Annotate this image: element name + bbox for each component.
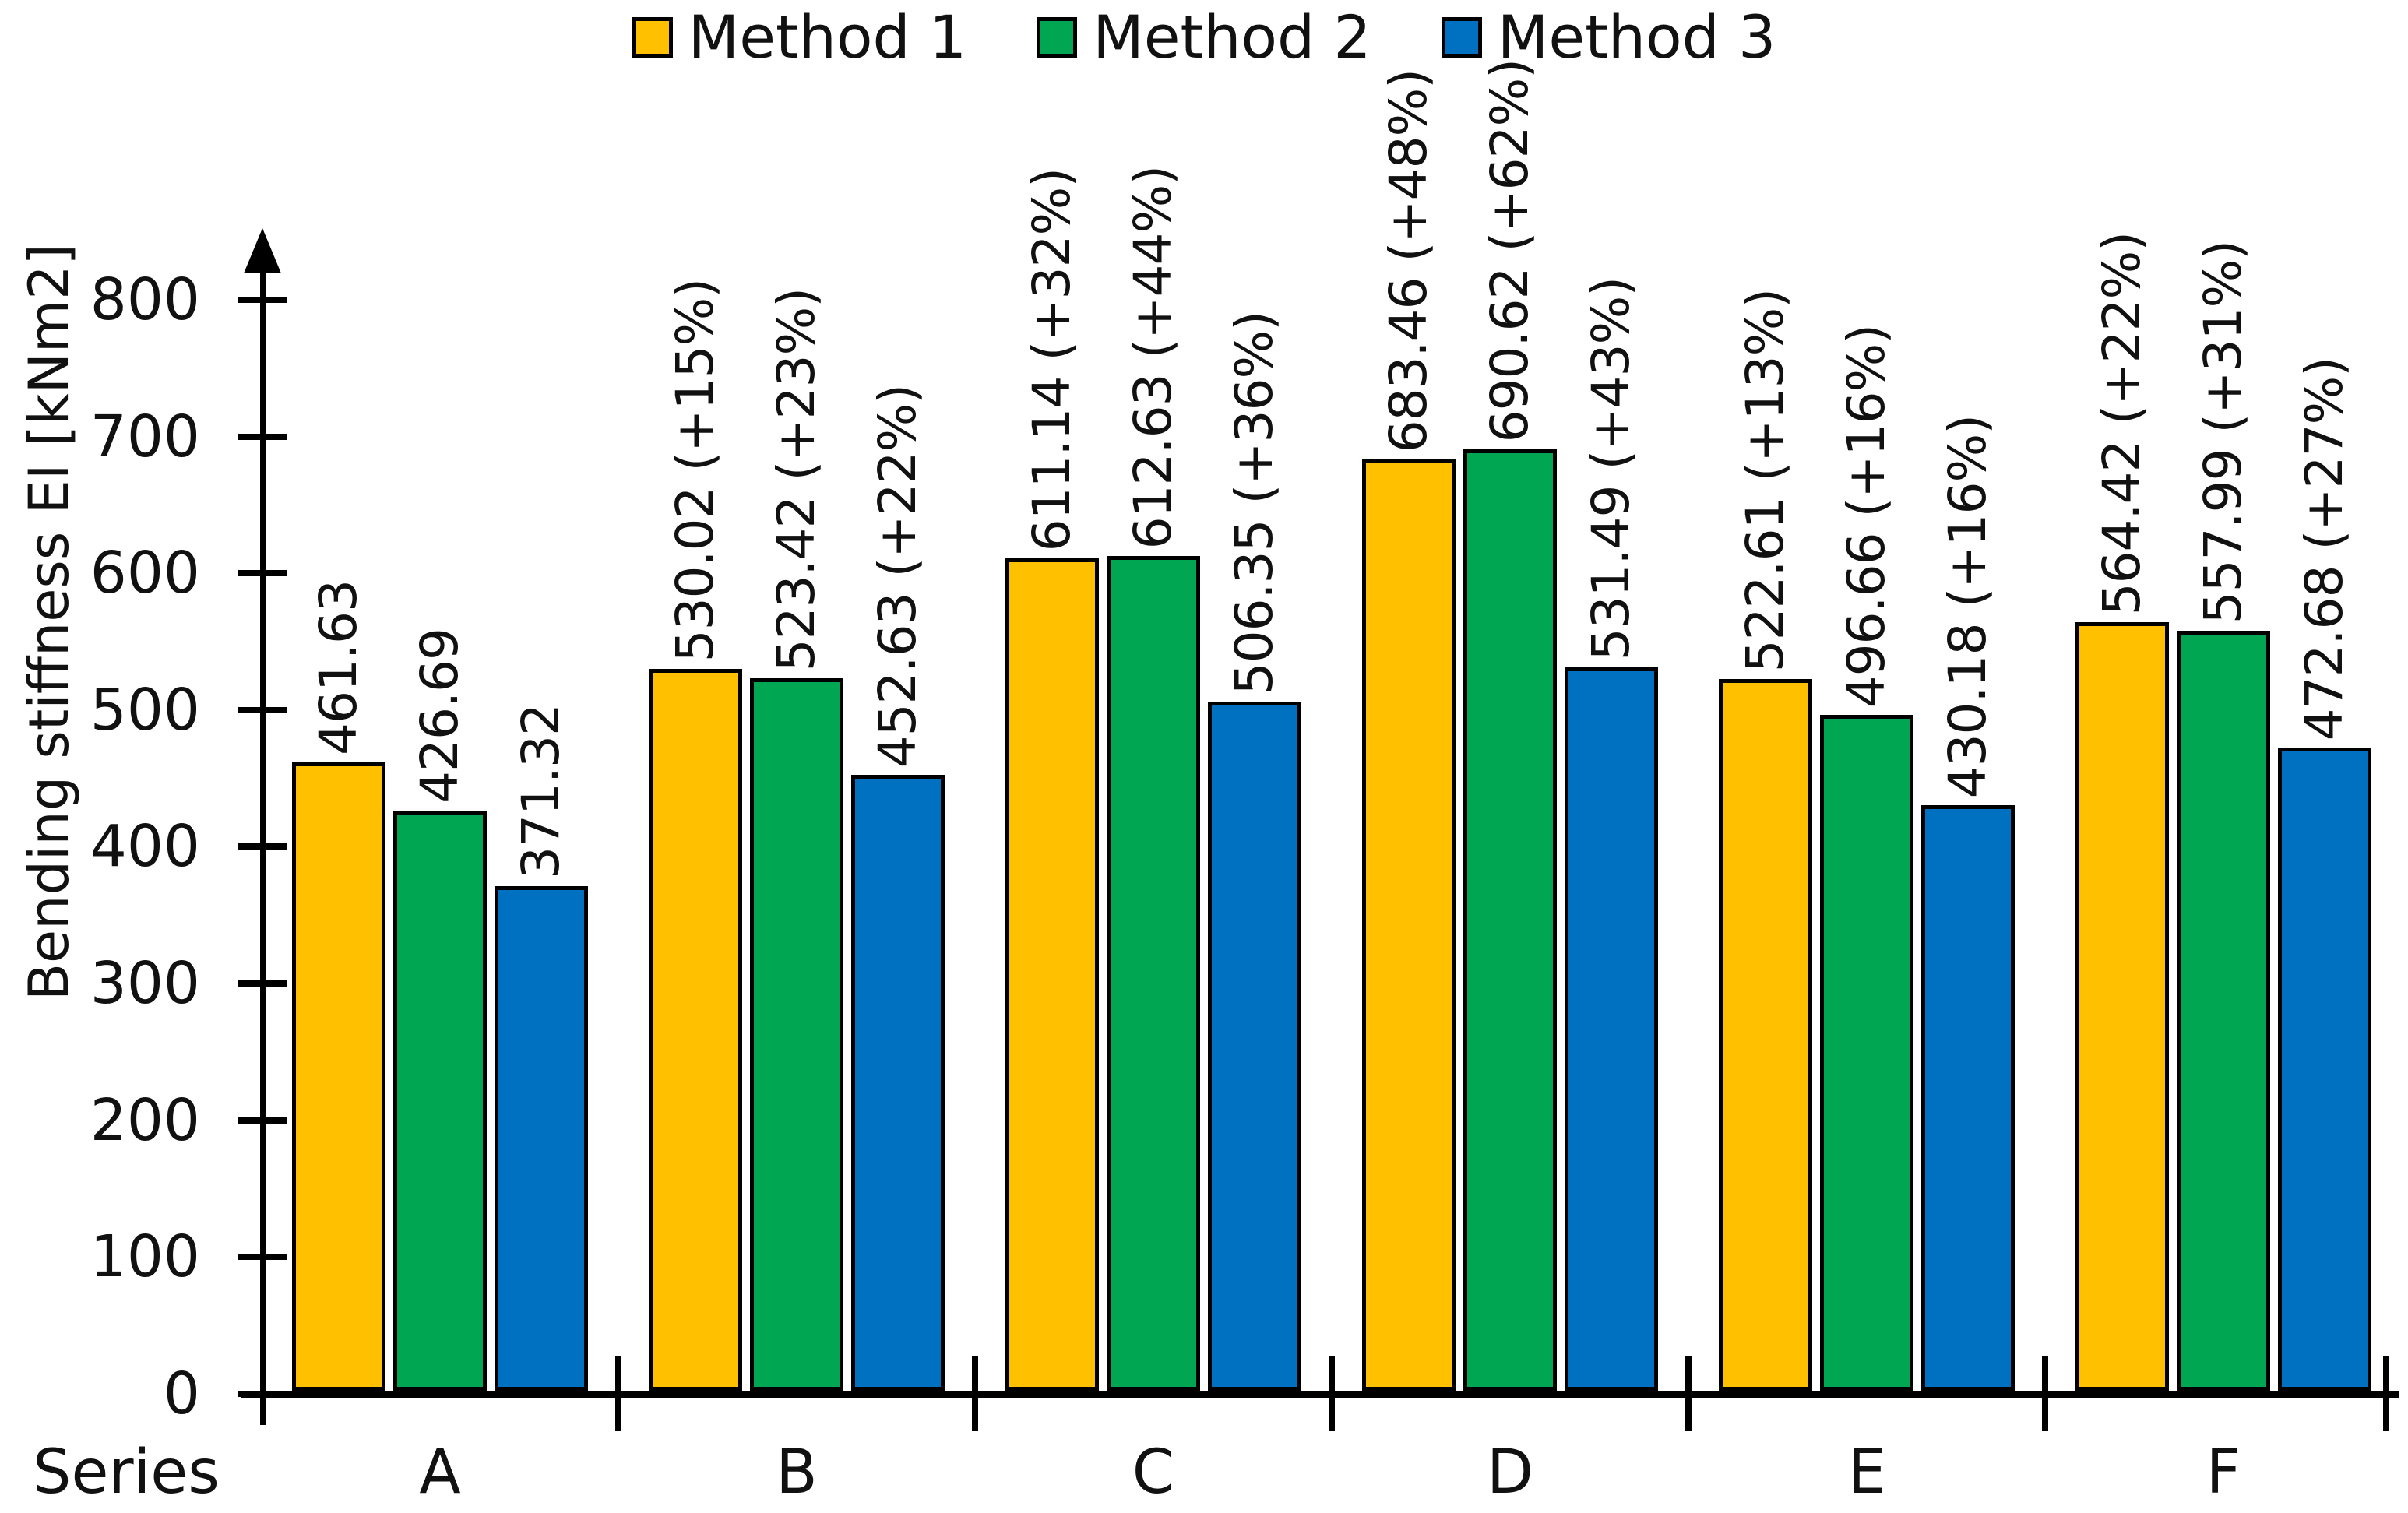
bar-value-label: 612.63 (+44%) xyxy=(1123,165,1184,549)
bar-method-3-f: 472.68 (+27%) xyxy=(2278,357,2371,1391)
bar-value-label: 522.61 (+13%) xyxy=(1735,288,1796,672)
y-tick xyxy=(238,706,287,713)
legend: Method 1 Method 2 Method 3 xyxy=(0,8,2408,67)
x-boundary-tick xyxy=(615,1356,621,1431)
y-tick-label: 600 xyxy=(90,540,200,607)
category-label-f: F xyxy=(2206,1437,2241,1508)
y-tick xyxy=(238,843,287,850)
y-tick-label: 300 xyxy=(90,950,200,1018)
bar-group-b: 530.02 (+15%) 523.42 (+23%) 452.63 (+22%) xyxy=(649,279,945,1391)
bar-value-label: 523.42 (+23%) xyxy=(766,287,827,671)
bar-group-d: 683.46 (+48%) 690.62 (+62%) 531.49 (+43%) xyxy=(1362,59,1658,1391)
bar-group-c: 611.14 (+32%) 612.63 (+44%) 506.35 (+36%) xyxy=(1005,166,1301,1391)
x-boundary-tick xyxy=(2042,1356,2048,1431)
bar-method-3-d: 531.49 (+43%) xyxy=(1565,277,1658,1391)
bar-method-2-a: 426.69 xyxy=(393,628,487,1391)
y-tick-label: 100 xyxy=(90,1223,200,1291)
x-boundary-tick xyxy=(972,1356,978,1431)
bar-value-label: 557.99 (+31%) xyxy=(2193,240,2254,624)
y-tick xyxy=(238,1254,287,1261)
category-label-b: B xyxy=(776,1437,818,1508)
y-tick xyxy=(238,980,287,987)
bar-method-1-b: 530.02 (+15%) xyxy=(649,279,742,1391)
y-tick xyxy=(238,433,287,440)
y-tick-label: 700 xyxy=(90,403,200,470)
bar-method-2-b: 523.42 (+23%) xyxy=(750,288,843,1391)
category-label-c: C xyxy=(1132,1437,1175,1508)
category-label-d: D xyxy=(1486,1437,1534,1508)
legend-swatch-icon xyxy=(1037,17,1078,58)
y-tick xyxy=(238,1117,287,1124)
bar-value-label: 531.49 (+43%) xyxy=(1581,276,1642,660)
category-label-e: E xyxy=(1847,1437,1886,1508)
bar-group-e: 522.61 (+13%) 496.66 (+16%) 430.18 (+16%) xyxy=(1719,289,2015,1391)
bar-value-label: 506.35 (+36%) xyxy=(1224,311,1285,695)
y-tick-label: 400 xyxy=(90,813,200,881)
x-axis-series-label: Series xyxy=(33,1437,220,1508)
y-axis-arrow-icon xyxy=(244,228,281,273)
bar-method-1-a: 461.63 xyxy=(292,580,385,1391)
bar-value-label: 371.32 xyxy=(511,704,572,879)
x-boundary-tick xyxy=(1329,1356,1335,1431)
bar-method-3-e: 430.18 (+16%) xyxy=(1921,415,2015,1391)
bar-value-label: 611.14 (+32%) xyxy=(1022,167,1083,551)
x-boundary-tick xyxy=(1685,1356,1692,1431)
bar-method-3-a: 371.32 xyxy=(495,704,588,1391)
x-boundary-tick xyxy=(2383,1356,2389,1431)
category-label-a: A xyxy=(419,1437,461,1508)
bar-group-a: 461.63 426.69 371.32 xyxy=(292,580,588,1391)
bar-value-label: 530.02 (+15%) xyxy=(665,278,726,662)
y-tick xyxy=(238,1391,287,1397)
y-tick xyxy=(238,296,287,303)
bar-method-3-c: 506.35 (+36%) xyxy=(1208,311,1301,1391)
bar-value-label: 461.63 xyxy=(308,580,369,755)
bar-group-f: 564.42 (+22%) 557.99 (+31%) 472.68 (+27%) xyxy=(2075,232,2371,1391)
legend-label: Method 1 xyxy=(688,2,967,72)
bar-value-label: 690.62 (+62%) xyxy=(1480,58,1540,442)
legend-swatch-icon xyxy=(1441,17,1482,58)
bar-method-2-c: 612.63 (+44%) xyxy=(1107,166,1200,1391)
bar-value-label: 564.42 (+22%) xyxy=(2092,231,2153,615)
legend-item: Method 3 xyxy=(1441,2,1776,72)
bar-value-label: 683.46 (+48%) xyxy=(1378,69,1439,452)
bar-value-label: 452.63 (+22%) xyxy=(868,384,928,768)
bar-value-label: 426.69 xyxy=(410,628,470,804)
bar-method-1-d: 683.46 (+48%) xyxy=(1362,69,1456,1391)
legend-item: Method 2 xyxy=(1037,8,1371,67)
y-tick xyxy=(238,570,287,577)
y-tick-label: 0 xyxy=(163,1360,200,1427)
bar-method-1-c: 611.14 (+32%) xyxy=(1005,168,1099,1391)
bar-method-3-b: 452.63 (+22%) xyxy=(851,385,945,1391)
bar-value-label: 430.18 (+16%) xyxy=(1938,414,1998,798)
bar-method-2-e: 496.66 (+16%) xyxy=(1820,325,1913,1391)
bar-value-label: 472.68 (+27%) xyxy=(2294,357,2355,741)
legend-label: Method 2 xyxy=(1093,2,1371,72)
y-tick-label: 800 xyxy=(90,266,200,333)
y-tick-label: 500 xyxy=(90,676,200,744)
legend-item: Method 1 xyxy=(632,2,967,72)
bar-method-1-f: 564.42 (+22%) xyxy=(2075,232,2169,1391)
bar-method-2-f: 557.99 (+31%) xyxy=(2177,241,2270,1391)
bar-method-1-e: 522.61 (+13%) xyxy=(1719,289,1812,1391)
legend-label: Method 3 xyxy=(1497,2,1776,72)
x-axis-line xyxy=(241,1391,2399,1398)
y-tick-label: 200 xyxy=(90,1086,200,1154)
legend-swatch-icon xyxy=(632,17,673,58)
y-axis-title: Bending stiffness EI [kNm2] xyxy=(17,244,81,1001)
bar-method-2-d: 690.62 (+62%) xyxy=(1463,59,1557,1391)
bar-value-label: 496.66 (+16%) xyxy=(1836,324,1897,708)
